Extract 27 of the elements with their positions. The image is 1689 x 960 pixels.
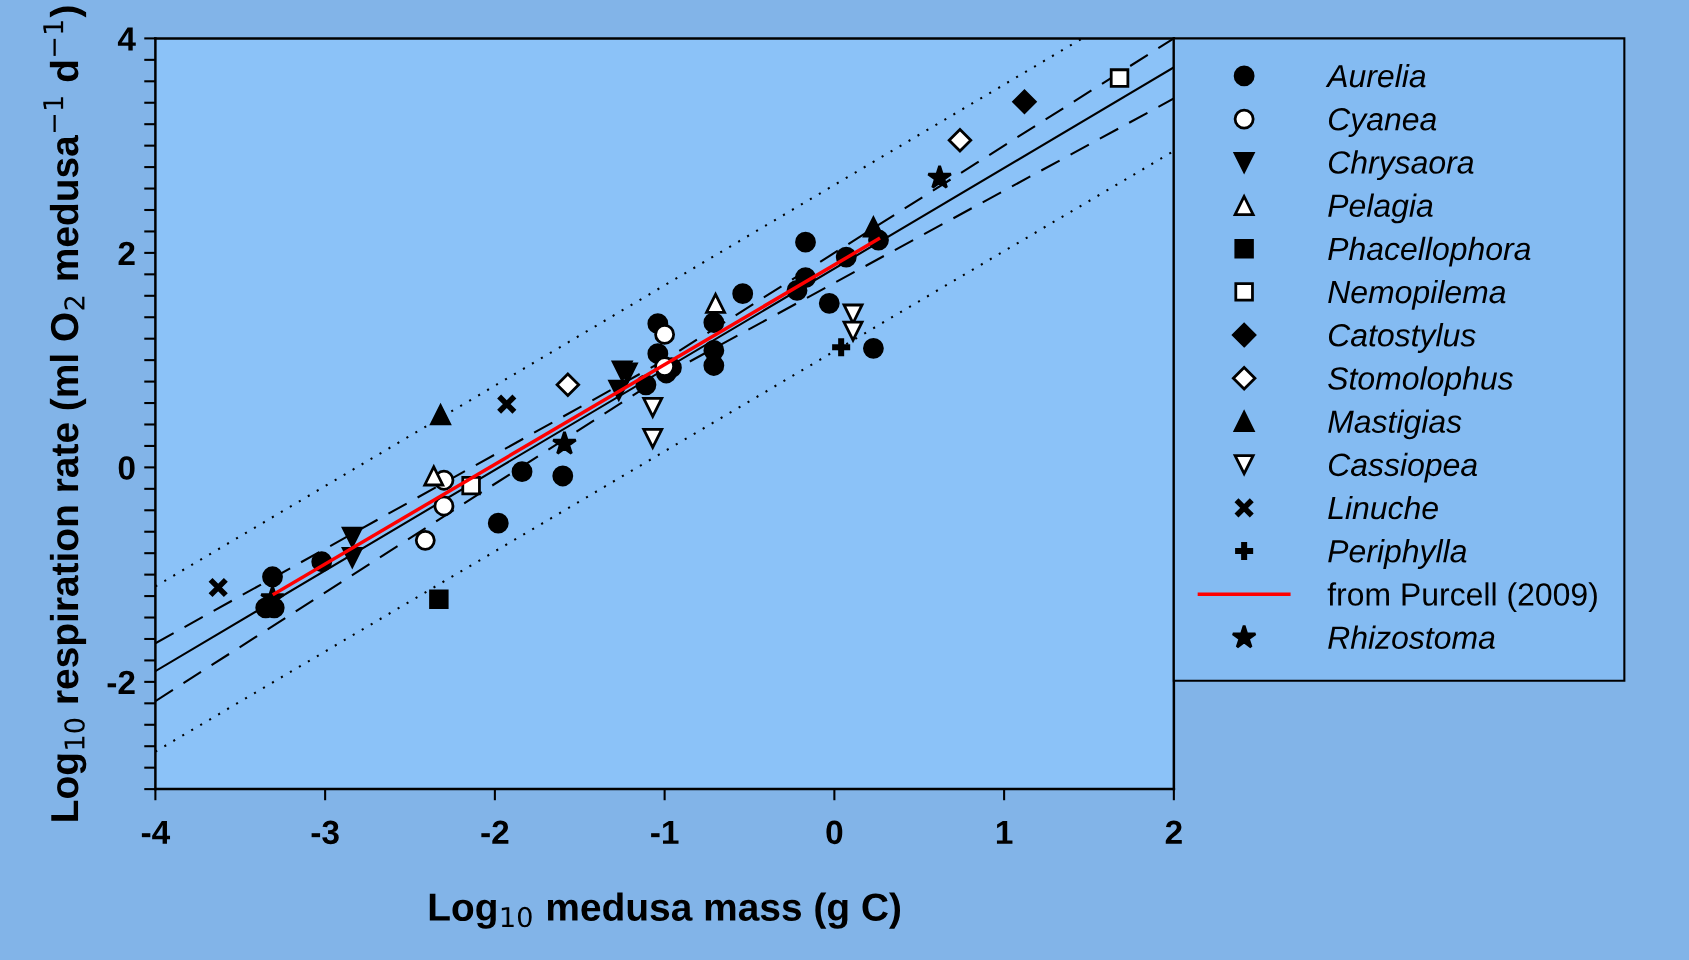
x-tick-label: -2: [481, 820, 509, 844]
legend-label: Pelagia: [1328, 193, 1433, 224]
legend-label: Rhizostoma: [1328, 625, 1495, 649]
x-tick-label: 2: [1165, 820, 1182, 844]
x-tick-label: -4: [141, 820, 171, 844]
x-tick-label: -1: [651, 820, 679, 844]
y-tick-label: 4: [117, 27, 136, 51]
x-tick-label: 0: [826, 820, 843, 845]
y-tick-label: 0: [118, 456, 135, 480]
x-axis-title: Log$_{10}$ medusa mass (g C): [429, 892, 900, 929]
text: Log$_{10}$ respiration rate (ml O$_{2}$ medusa$^{−1}$ d$^{−1}$): [43, 6, 87, 821]
legend-label: Mastigias: [1328, 409, 1462, 440]
legend-label: Cassiopea: [1328, 452, 1478, 483]
legend-label: Catostylus: [1328, 323, 1476, 353]
legend-label: Periphylla: [1328, 539, 1467, 569]
x-tick-label: 1: [996, 820, 1013, 844]
legend-label: Chrysaora: [1328, 150, 1474, 181]
legend-label: Cyanea: [1328, 107, 1437, 137]
legend-label: Linuche: [1328, 495, 1438, 520]
y-tick-label: 2: [118, 241, 135, 265]
legend-label: from Purcell (2009): [1327, 582, 1597, 613]
x-tick-label: -3: [311, 820, 339, 845]
y-tick-label: -2: [107, 670, 135, 694]
legend-label: Nemopilema: [1328, 279, 1506, 310]
legend-label: Aurelia: [1325, 63, 1426, 88]
legend-label: Stomolophus: [1328, 366, 1513, 397]
legend-label: Phacellophora: [1328, 236, 1531, 267]
